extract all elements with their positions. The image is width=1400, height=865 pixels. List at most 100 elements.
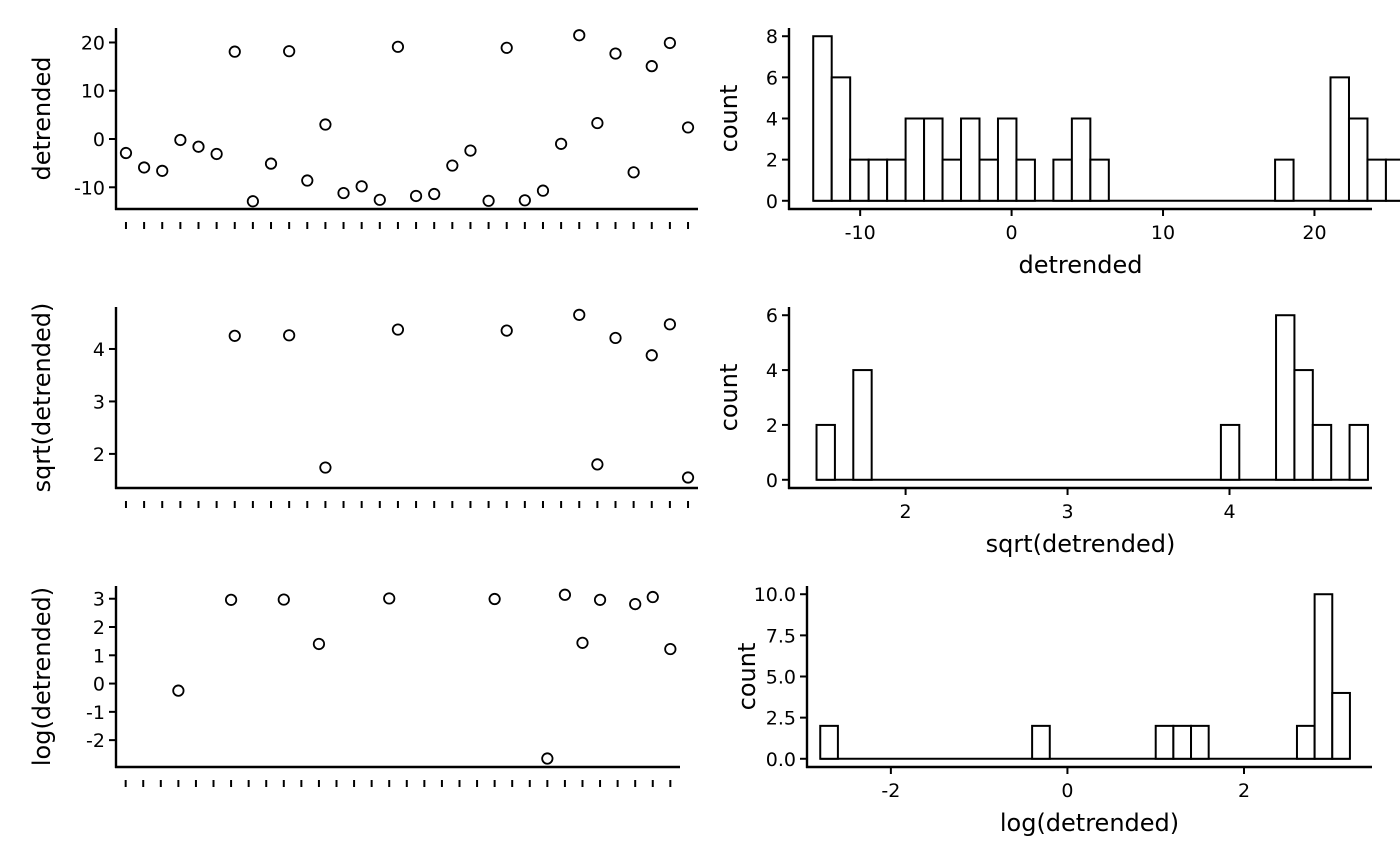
panel-hist_sqrt: 0 2 4 6 count 2 3 4 sqrt(detrended) (715, 305, 1372, 558)
data-point (409, 189, 423, 203)
hist-bar (1172, 724, 1193, 760)
data-point (138, 161, 151, 174)
data-point (337, 186, 350, 200)
hist-bar (996, 117, 1018, 202)
hist-bar (1295, 724, 1316, 760)
data-point (319, 461, 332, 474)
data-point (464, 144, 477, 157)
hist-bar (819, 724, 839, 760)
y-tick-label: 3 (93, 589, 105, 611)
hist-bar (1052, 158, 1073, 202)
panel-hist_log: 0.0 2.5 5.0 7.5 10.0 count -2 0 2 log(detrended) (733, 584, 1372, 837)
hist-bar (1331, 691, 1351, 760)
y-tick-label: 0 (766, 470, 778, 492)
data-point (681, 121, 695, 134)
x-tick-label: 4 (1223, 501, 1235, 523)
data-point (446, 159, 459, 172)
hist-bar (852, 369, 873, 481)
y-tick-label: 4 (766, 109, 778, 131)
data-point (629, 597, 642, 611)
hist-bar (886, 158, 907, 202)
data-point (500, 41, 513, 54)
y-tick-label: 1 (93, 645, 105, 667)
hist-bar (1154, 724, 1175, 760)
x-axis-title: sqrt(detrended) (986, 530, 1176, 558)
x-axis-title: log(detrended) (1000, 809, 1179, 837)
x-axis-title: detrended (1019, 251, 1143, 279)
y-tick-label: 0 (766, 191, 778, 213)
data-point (541, 752, 554, 765)
data-point (536, 184, 550, 197)
data-point (210, 147, 223, 161)
y-tick-label: 3 (93, 391, 105, 413)
data-point (319, 118, 332, 131)
hist-bar (904, 117, 926, 202)
hist-bar (1219, 423, 1241, 481)
hist-bar (812, 35, 833, 202)
y-tick-label: 6 (766, 305, 778, 327)
hist-bar (1274, 158, 1295, 202)
data-point (645, 60, 658, 73)
hist-bar (923, 117, 944, 202)
data-point (591, 458, 604, 471)
y-tick-label: 0.0 (766, 749, 796, 771)
y-tick-label: 8 (766, 26, 778, 48)
x-tick-label: 2 (1238, 780, 1250, 802)
panel-scatter_detrended: -10 0 10 20 detrended (28, 28, 698, 229)
x-tick-label: 20 (1302, 222, 1326, 244)
hist-bar (849, 158, 870, 202)
y-axis-title: count (733, 643, 761, 711)
data-point (681, 471, 695, 484)
data-point (119, 146, 133, 160)
data-point (518, 194, 531, 207)
data-point (663, 318, 676, 331)
hist-bar (960, 117, 981, 202)
data-point (663, 36, 676, 50)
x-tick-label: 0 (1061, 780, 1073, 802)
data-point (283, 45, 296, 58)
x-tick-label: -2 (881, 780, 900, 802)
hist-bar (1313, 593, 1334, 760)
y-tick-label: 0 (93, 674, 105, 696)
data-point (391, 323, 405, 336)
hist-bar (1031, 724, 1051, 760)
data-point (246, 195, 259, 208)
y-axis-title: detrended (28, 57, 56, 181)
data-point (428, 187, 441, 201)
y-axis-title: count (715, 364, 743, 432)
data-point (264, 157, 278, 170)
data-point (488, 592, 501, 606)
y-tick-label: 4 (766, 360, 778, 382)
hist-bar (1329, 76, 1350, 202)
x-tick-label: 10 (1151, 222, 1175, 244)
hist-bar (1293, 369, 1314, 481)
hist-bar (1015, 158, 1036, 202)
hist-bar (867, 158, 889, 202)
data-point (555, 137, 568, 150)
data-point (573, 308, 586, 321)
data-point (573, 29, 586, 42)
y-tick-label: 2 (93, 444, 105, 466)
y-tick-label: 10 (81, 81, 105, 103)
y-tick-label: 0 (93, 129, 105, 151)
y-axis-title: count (715, 85, 743, 153)
panel-scatter_log: -2 -1 0 1 2 3 log(detrended) (28, 586, 680, 787)
y-tick-label: 2.5 (766, 708, 796, 730)
y-tick-label: -1 (86, 702, 105, 724)
x-tick-label: 3 (1061, 501, 1073, 523)
data-point (228, 329, 241, 342)
hist-bar (830, 76, 852, 202)
hist-bar (815, 423, 836, 481)
hist-bar (1366, 158, 1387, 202)
hist-bar (1089, 158, 1110, 202)
data-point (172, 684, 185, 697)
y-axis-title: sqrt(detrended) (28, 303, 56, 493)
data-point (645, 349, 658, 362)
y-tick-label: 10.0 (754, 584, 796, 606)
x-tick-label: 2 (900, 501, 912, 523)
hist-bar (1384, 158, 1400, 202)
data-point (609, 331, 622, 345)
data-point (301, 174, 314, 187)
hist-bar (1347, 117, 1369, 202)
data-point (383, 592, 396, 605)
